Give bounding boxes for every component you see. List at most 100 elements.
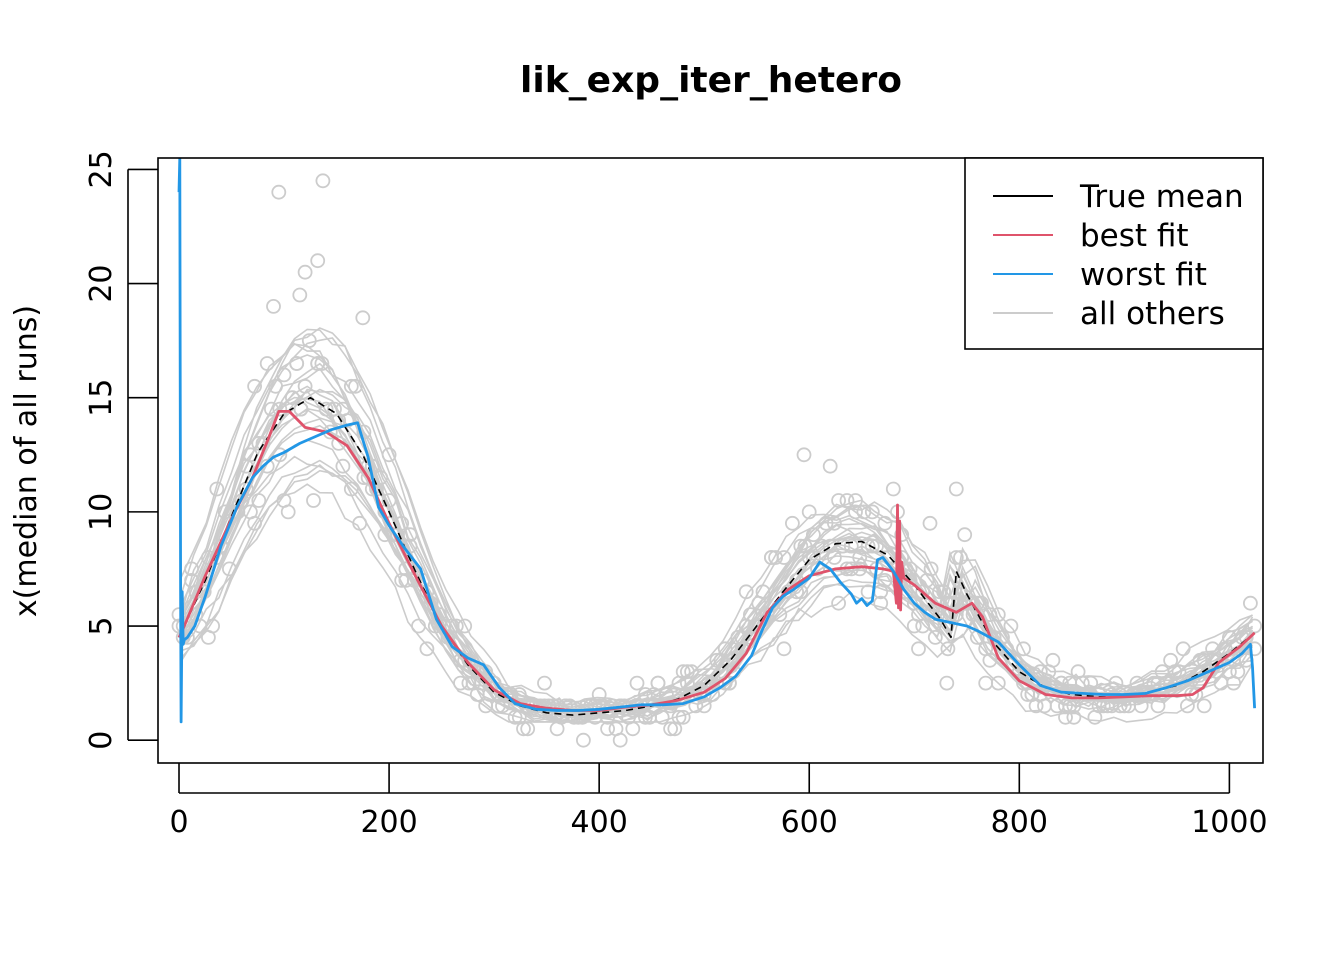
- observation-point: [629, 675, 645, 691]
- observation-point: [831, 595, 846, 611]
- observation-point: [927, 630, 943, 645]
- observation-point: [297, 264, 313, 280]
- observation-point: [894, 527, 910, 543]
- y-tick-label: 5: [84, 616, 119, 635]
- y-tick-label: 10: [84, 493, 119, 531]
- observation-point: [343, 481, 359, 497]
- observation-point: [948, 481, 964, 497]
- observation-point: [1045, 652, 1061, 668]
- observation-point: [625, 721, 641, 737]
- observation-point: [490, 698, 506, 714]
- observation-point: [268, 378, 284, 394]
- observation-point: [796, 447, 812, 463]
- y-axis-label: x(median of all runs): [9, 305, 44, 617]
- observation-point: [356, 424, 372, 440]
- observation-point: [1112, 698, 1128, 714]
- observation-point: [856, 504, 872, 520]
- observation-point: [902, 573, 918, 588]
- observation-point: [1095, 698, 1111, 714]
- observation-point: [990, 607, 1006, 622]
- observation-point: [982, 607, 998, 622]
- observation-point: [835, 538, 851, 554]
- observation-point: [675, 709, 691, 725]
- observation-point: [772, 607, 788, 622]
- observation-point: [247, 515, 263, 531]
- observation-point: [1037, 698, 1052, 714]
- observation-point: [381, 447, 397, 463]
- observation-point: [776, 641, 792, 657]
- x-tick-label: 600: [781, 805, 838, 840]
- observation-point: [289, 356, 305, 371]
- observation-point: [915, 618, 931, 634]
- observation-point: [982, 652, 998, 668]
- observation-point: [537, 675, 552, 691]
- observation-point: [457, 618, 473, 634]
- observation-point: [576, 732, 591, 748]
- observation-point: [520, 721, 536, 737]
- observation-point: [310, 356, 326, 371]
- observation-point: [355, 310, 371, 326]
- observation-point: [814, 538, 830, 554]
- observation-point: [831, 493, 846, 508]
- observation-point: [885, 481, 901, 497]
- legend-box: [964, 157, 1264, 350]
- observation-point: [922, 515, 938, 531]
- observation-point: [1053, 675, 1069, 691]
- observation-point: [558, 698, 573, 714]
- observation-point: [965, 595, 981, 611]
- observation-point: [827, 515, 842, 531]
- observation-point: [280, 504, 296, 520]
- observation-point: [978, 675, 994, 691]
- observation-point: [1066, 709, 1082, 725]
- observation-point: [184, 561, 200, 577]
- observation-point: [990, 675, 1006, 691]
- observation-point: [680, 664, 695, 680]
- legend-label-all-others: all others: [1080, 296, 1225, 332]
- observation-point: [822, 458, 838, 474]
- observation-point: [516, 721, 531, 737]
- observation-point: [1230, 664, 1246, 680]
- observation-point: [932, 584, 947, 600]
- observation-point: [852, 561, 868, 577]
- observation-point: [852, 550, 868, 565]
- observation-point: [948, 607, 964, 622]
- observation-point: [939, 675, 955, 691]
- observation-point: [394, 515, 410, 531]
- observation-point: [314, 356, 330, 371]
- observation-point: [511, 687, 527, 702]
- legend-label-true-mean: True mean: [1079, 179, 1244, 215]
- observation-point: [411, 618, 426, 634]
- observation-point: [827, 550, 842, 565]
- observation-point: [818, 515, 834, 531]
- observation-point: [684, 664, 699, 680]
- x-tick-label: 200: [360, 805, 417, 840]
- observation-point: [801, 550, 817, 565]
- observation-point: [301, 333, 317, 349]
- observation-point: [1243, 595, 1258, 611]
- observation-point: [343, 378, 359, 394]
- y-tick-label: 20: [84, 264, 119, 302]
- observation-point: [335, 458, 351, 474]
- y-tick-label: 0: [84, 731, 119, 750]
- observation-point: [638, 709, 653, 725]
- other-run-line: [180, 463, 1254, 723]
- observation-point: [1116, 698, 1132, 714]
- observation-point: [1083, 675, 1099, 691]
- observation-point: [1129, 675, 1145, 691]
- observation-point: [999, 641, 1015, 657]
- observation-point: [911, 641, 926, 657]
- observation-point: [306, 493, 321, 508]
- observation-point: [663, 721, 678, 737]
- axes-layer: 0 200 400 600 800 1000 0 5 10 15 20 25: [84, 150, 1268, 840]
- observation-point: [263, 401, 279, 417]
- observation-point: [381, 493, 397, 508]
- observation-point: [1175, 641, 1191, 657]
- observation-point: [864, 538, 880, 554]
- observation-point: [352, 515, 368, 531]
- y-tick-label: 25: [84, 150, 119, 188]
- observation-point: [839, 493, 855, 508]
- observation-point: [1003, 618, 1019, 634]
- observation-point: [1150, 698, 1166, 714]
- y-tick-label: 15: [84, 379, 119, 417]
